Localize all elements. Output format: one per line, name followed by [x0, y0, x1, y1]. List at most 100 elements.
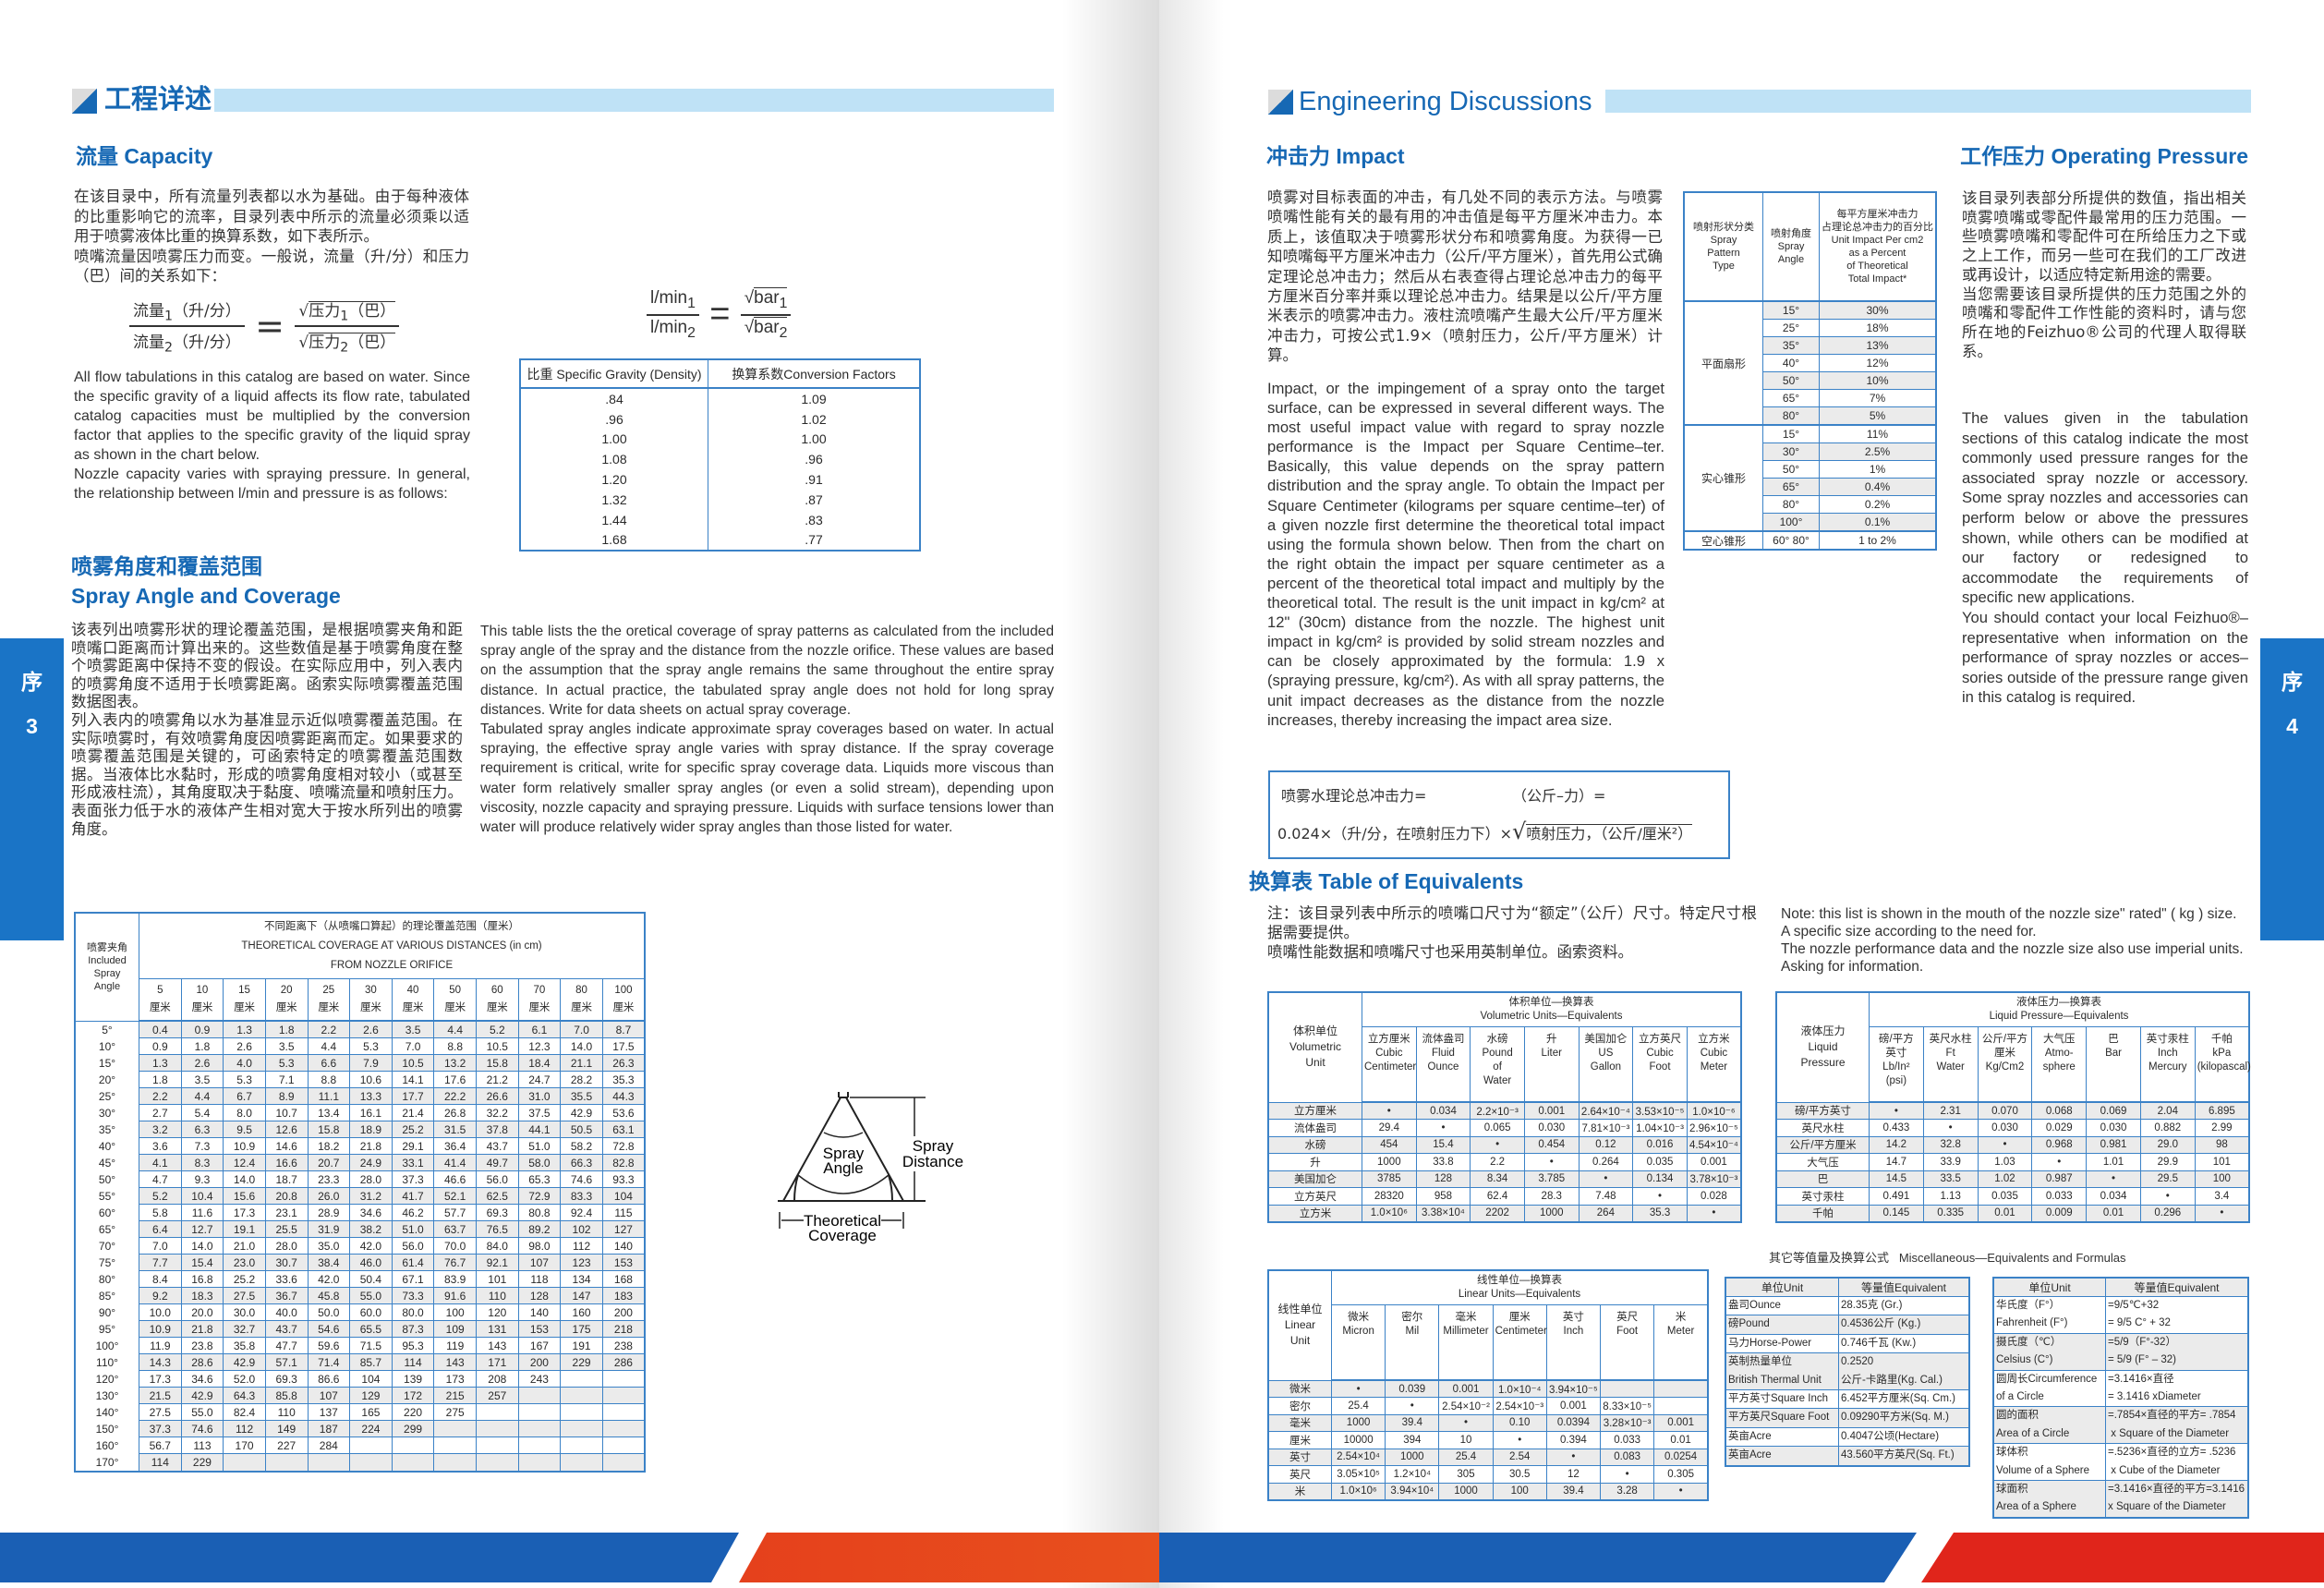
table-cell: 5.3 — [264, 1054, 309, 1072]
table-row: 球体积 Volume of a Sphere =.5236×直径的立方= .523… — [1992, 1443, 2249, 1482]
table-cell: 149 — [264, 1420, 309, 1437]
spray-en-text: This table lists the the oretical covera… — [480, 622, 1054, 837]
table-cell: 112 — [223, 1420, 266, 1437]
table-cell: 8.8 — [307, 1071, 351, 1088]
table-cell: 44.3 — [601, 1087, 646, 1105]
table-cell: 英亩Acre — [1725, 1446, 1839, 1467]
table-cell: 11.9 — [139, 1337, 182, 1354]
angle-cell: 85° — [74, 1287, 139, 1304]
note-line: Note: this list is shown in the mouth of… — [1781, 906, 2237, 922]
table-cell: 磅Pound — [1725, 1315, 1839, 1335]
row-header: 升 — [1267, 1153, 1362, 1171]
table-cell: 1.02 — [1977, 1170, 2033, 1188]
capacity-cn-text: 在该目录中，所有流量列表都以水为基础。由于每种液体的比重影响它的流率，目录列表中… — [74, 187, 469, 286]
table-cell: 0.9 — [139, 1037, 182, 1055]
table-row: 密尔 25.4 • 2.54×10⁻² 2.54×10⁻³ 0.001 8.33×10⁻⁵ — [1267, 1397, 1709, 1415]
angle-cell: 15° — [74, 1054, 139, 1072]
table-cell: 54.6 — [307, 1320, 351, 1338]
footer-band-blue — [1159, 1533, 1917, 1582]
table-cell: 15.4 — [180, 1254, 224, 1271]
column-header: 大气压 Atmo- sphere — [2031, 1026, 2088, 1103]
table-cell: 119 — [433, 1337, 477, 1354]
column-header: 喷射角度 Spray Angle — [1762, 191, 1820, 302]
table-cell: 3.38×10⁴ — [1415, 1204, 1471, 1223]
table-cell: =5/9（F°-32） = 5/9 (F° – 32) — [2105, 1332, 2249, 1371]
table-row: 1.00 1.00 — [519, 429, 921, 450]
table-cell: 圆周长Circumference of a Circle — [1992, 1369, 2106, 1408]
table-cell: 80° — [1762, 495, 1820, 514]
table-cell: 40.0 — [264, 1303, 309, 1321]
table-cell — [1653, 1379, 1709, 1398]
table-row: 微米 • 0.039 0.001 1.0×10⁻⁴ 3.94×10⁻⁵ — [1267, 1379, 1709, 1398]
table-cell: 89.2 — [517, 1220, 562, 1238]
table-cell: 71.4 — [307, 1353, 351, 1371]
table-cell: 170 — [223, 1436, 266, 1454]
table-cell: 15.8 — [307, 1121, 351, 1138]
table-cell: 0.4 — [139, 1020, 182, 1038]
column-header: 英寸汞柱 Inch Mercury — [2139, 1026, 2196, 1103]
note-line: The nozzle performance data and the nozz… — [1781, 941, 2244, 957]
side-tab-left: 序 3 — [0, 638, 64, 940]
table-cell: 60.0 — [349, 1303, 393, 1321]
table-cell: 153 — [517, 1320, 562, 1338]
table-cell: 394 — [1385, 1431, 1440, 1449]
table-row: 华氏度（F°） Fahrenheit (F°) =9/5℃+32 = 9/5 C°… — [1992, 1296, 2249, 1334]
table-cell: 11.6 — [180, 1204, 224, 1221]
header-triangle-icon — [72, 89, 97, 114]
sg-table: 比重 Specific Gravity (Density) 换算系数Convers… — [519, 358, 921, 552]
paragraph: 喷嘴流量因喷雾压力而变。一般说，流量（升/分）和压力（巴）间的关系如下： — [74, 247, 469, 285]
table-cell: • — [1632, 1187, 1688, 1206]
table-cell: 12.4 — [223, 1154, 266, 1171]
table-cell: 208 — [476, 1370, 519, 1388]
table-cell: • — [1869, 1101, 1924, 1120]
table-cell: 0.034 — [1415, 1101, 1471, 1120]
table-cell: 16.8 — [180, 1270, 224, 1288]
table-cell: 31.0 — [517, 1087, 562, 1105]
table-cell: 13.3 — [349, 1087, 393, 1105]
table-cell: 72.8 — [601, 1137, 646, 1155]
table-cell: 50.0 — [307, 1303, 351, 1321]
table-row: 流体盎司 29.4 • 0.065 0.030 7.81×10⁻³ 1.04×10⁻³ 2.9… — [1267, 1119, 1742, 1137]
column-header: 米 Meter — [1653, 1304, 1709, 1381]
table-cell: • — [1415, 1119, 1471, 1137]
table-cell — [560, 1453, 603, 1472]
table-cell: .84 — [519, 388, 709, 409]
equivalents-heading: 换算表 Table of Equivalents — [1249, 869, 1524, 893]
table-cell: • — [2086, 1170, 2141, 1188]
table-cell: 2.04 — [2139, 1101, 2196, 1120]
header-bar — [214, 89, 1054, 112]
table-row: 45° 4.1 8.3 12.4 16.6 20.7 24.9 33.1 41.4 49.7 58.… — [74, 1154, 646, 1171]
table-cell: 8.7 — [601, 1020, 646, 1038]
table-cell: 26.6 — [476, 1087, 519, 1105]
coverage-table: 喷雾夹角 Included Spray Angle 不同距离下（从喷嘴口算起）的理… — [74, 912, 646, 1473]
table-cell: 1.32 — [519, 489, 709, 510]
column-header: 英寸 Inch — [1545, 1304, 1602, 1381]
table-cell: 42.9 — [560, 1104, 603, 1121]
angle-cell: 110° — [74, 1353, 139, 1371]
table-cell: 4.4 — [433, 1020, 477, 1038]
table-cell: 24.7 — [517, 1071, 562, 1088]
table-cell: 36.7 — [264, 1287, 309, 1304]
table-cell — [1653, 1397, 1709, 1415]
table-cell: 42.0 — [349, 1237, 393, 1255]
table-cell: 3.05×10⁵ — [1330, 1465, 1386, 1484]
table-cell: 50° — [1762, 371, 1820, 390]
table-cell: 25.4 — [1438, 1448, 1494, 1466]
diagram-label: Spray — [913, 1137, 954, 1155]
paragraph: The values given in the tabulation secti… — [1962, 409, 2248, 607]
capacity-formula-en: l/min1 l/min2 = √bar1 √bar2 — [647, 287, 792, 342]
distance-header: 20 厘米 — [264, 978, 309, 1022]
table-cell: 100° — [1762, 513, 1820, 532]
table-cell: 4.4 — [180, 1087, 224, 1105]
table-row: 100° 11.9 23.8 35.8 47.7 59.6 71.5 95.3 119 143 16… — [74, 1337, 646, 1354]
coverage-table: 喷雾夹角 Included Spray Angle 不同距离下（从喷嘴口算起）的理… — [74, 912, 646, 1473]
table-cell: 23.8 — [180, 1337, 224, 1354]
table-cell: 33.1 — [391, 1154, 435, 1171]
column-header: 流体盎司 Fluid Ounce — [1415, 1026, 1471, 1103]
table-row: 55° 5.2 10.4 15.6 20.8 26.0 31.2 41.7 52.1 62.5 72… — [74, 1187, 646, 1205]
table-cell: 9.5 — [223, 1121, 266, 1138]
table-cell: 0.065 — [1470, 1119, 1525, 1137]
table-cell: • — [1362, 1101, 1417, 1120]
table-cell: 83.9 — [433, 1270, 477, 1288]
table-cell: 1.8 — [180, 1037, 224, 1055]
